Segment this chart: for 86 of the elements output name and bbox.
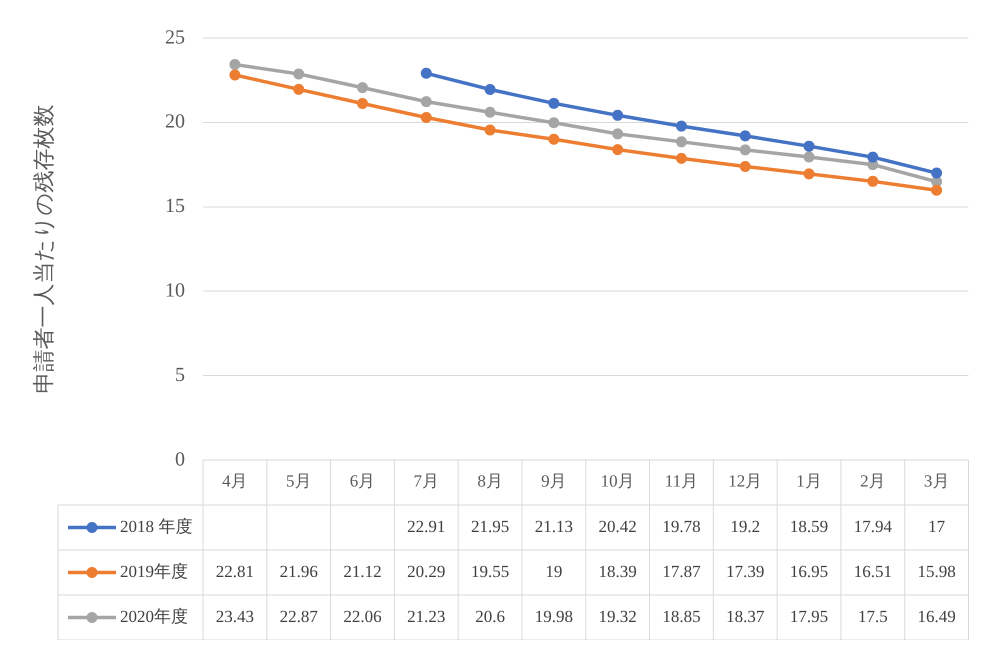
x-tick-label: 6月 — [350, 472, 376, 491]
x-tick-label: 10月 — [600, 472, 635, 491]
data-label: 20.29 — [407, 562, 446, 581]
data-label: 17.94 — [854, 516, 892, 536]
point — [804, 140, 815, 152]
data-label: 19 — [545, 562, 562, 581]
data-label: 22.87 — [280, 606, 318, 626]
point — [229, 69, 240, 80]
point — [676, 120, 687, 132]
point — [740, 160, 751, 172]
point — [548, 134, 560, 145]
point — [548, 117, 560, 128]
data-label: 17.95 — [790, 606, 828, 626]
point — [484, 124, 496, 136]
point — [548, 98, 560, 109]
data-label: 16.95 — [790, 562, 828, 581]
point — [867, 152, 878, 163]
x-tick-label: 3月 — [924, 472, 950, 491]
point — [931, 168, 942, 179]
legend-label: 2018 年度 — [120, 516, 192, 536]
data-label: 22.91 — [407, 516, 446, 536]
x-tick-label: 4月 — [222, 472, 248, 491]
point — [867, 176, 878, 187]
x-tick-label: 8月 — [477, 472, 503, 491]
point — [484, 84, 496, 95]
y-tick-label: 15 — [165, 195, 185, 218]
point — [293, 84, 304, 95]
data-label: 18.59 — [790, 516, 828, 536]
data-label: 17.5 — [858, 606, 888, 626]
x-tick-label: 9月 — [541, 472, 567, 491]
y-tick-label: 20 — [165, 110, 185, 133]
point — [740, 130, 751, 142]
y-axis-title: 申請者一人当たりの残存枚数 — [30, 104, 56, 394]
point — [676, 152, 687, 164]
point — [804, 152, 815, 163]
data-label: 21.12 — [343, 562, 382, 581]
point — [676, 136, 687, 148]
data-label: 19.98 — [534, 606, 573, 626]
point — [420, 96, 432, 108]
point — [356, 98, 368, 109]
point — [420, 68, 432, 79]
point — [740, 144, 751, 156]
y-tick-label: 5 — [175, 364, 185, 386]
point — [804, 168, 815, 180]
x-tick-label: 1月 — [796, 472, 822, 491]
data-label: 20.42 — [598, 516, 637, 536]
point — [612, 110, 624, 121]
y-tick-label: 0 — [175, 448, 185, 470]
y-tick-label: 10 — [165, 279, 185, 302]
data-label: 16.49 — [917, 606, 956, 626]
data-label: 21.95 — [470, 516, 510, 536]
data-label: 19.2 — [730, 516, 760, 536]
point — [612, 128, 624, 140]
data-label: 18.37 — [726, 606, 765, 626]
data-label: 19.55 — [470, 562, 510, 581]
point — [229, 59, 240, 70]
data-label: 18.85 — [662, 606, 701, 626]
data-label: 17 — [928, 516, 946, 536]
x-tick-label: 12月 — [728, 472, 762, 491]
point — [612, 144, 624, 156]
data-label: 20.6 — [475, 606, 505, 626]
data-label: 15.98 — [917, 562, 956, 581]
legend-label: 2020年度 — [120, 606, 188, 626]
data-label: 21.13 — [534, 516, 573, 536]
x-tick-label: 5月 — [286, 472, 312, 491]
x-tick-label: 11月 — [664, 472, 698, 491]
data-label: 19.32 — [598, 606, 637, 626]
point — [931, 184, 942, 196]
data-label: 16.51 — [854, 562, 892, 581]
point — [484, 106, 496, 118]
data-label: 23.43 — [216, 606, 254, 626]
legend-label: 2019年度 — [120, 562, 188, 581]
point — [420, 112, 432, 124]
data-label: 18.39 — [598, 562, 637, 581]
x-tick-label: 2月 — [860, 472, 886, 491]
point — [293, 68, 304, 80]
data-label: 21.96 — [280, 562, 318, 581]
y-tick-label: 25 — [165, 26, 185, 48]
x-tick-label: 7月 — [414, 472, 440, 491]
point — [356, 82, 368, 94]
data-label: 21.23 — [407, 606, 446, 626]
data-label: 17.39 — [726, 562, 764, 581]
data-label: 22.81 — [216, 562, 254, 581]
data-label: 22.06 — [343, 606, 382, 626]
data-label: 19.78 — [662, 516, 701, 536]
data-label: 17.87 — [662, 562, 702, 581]
